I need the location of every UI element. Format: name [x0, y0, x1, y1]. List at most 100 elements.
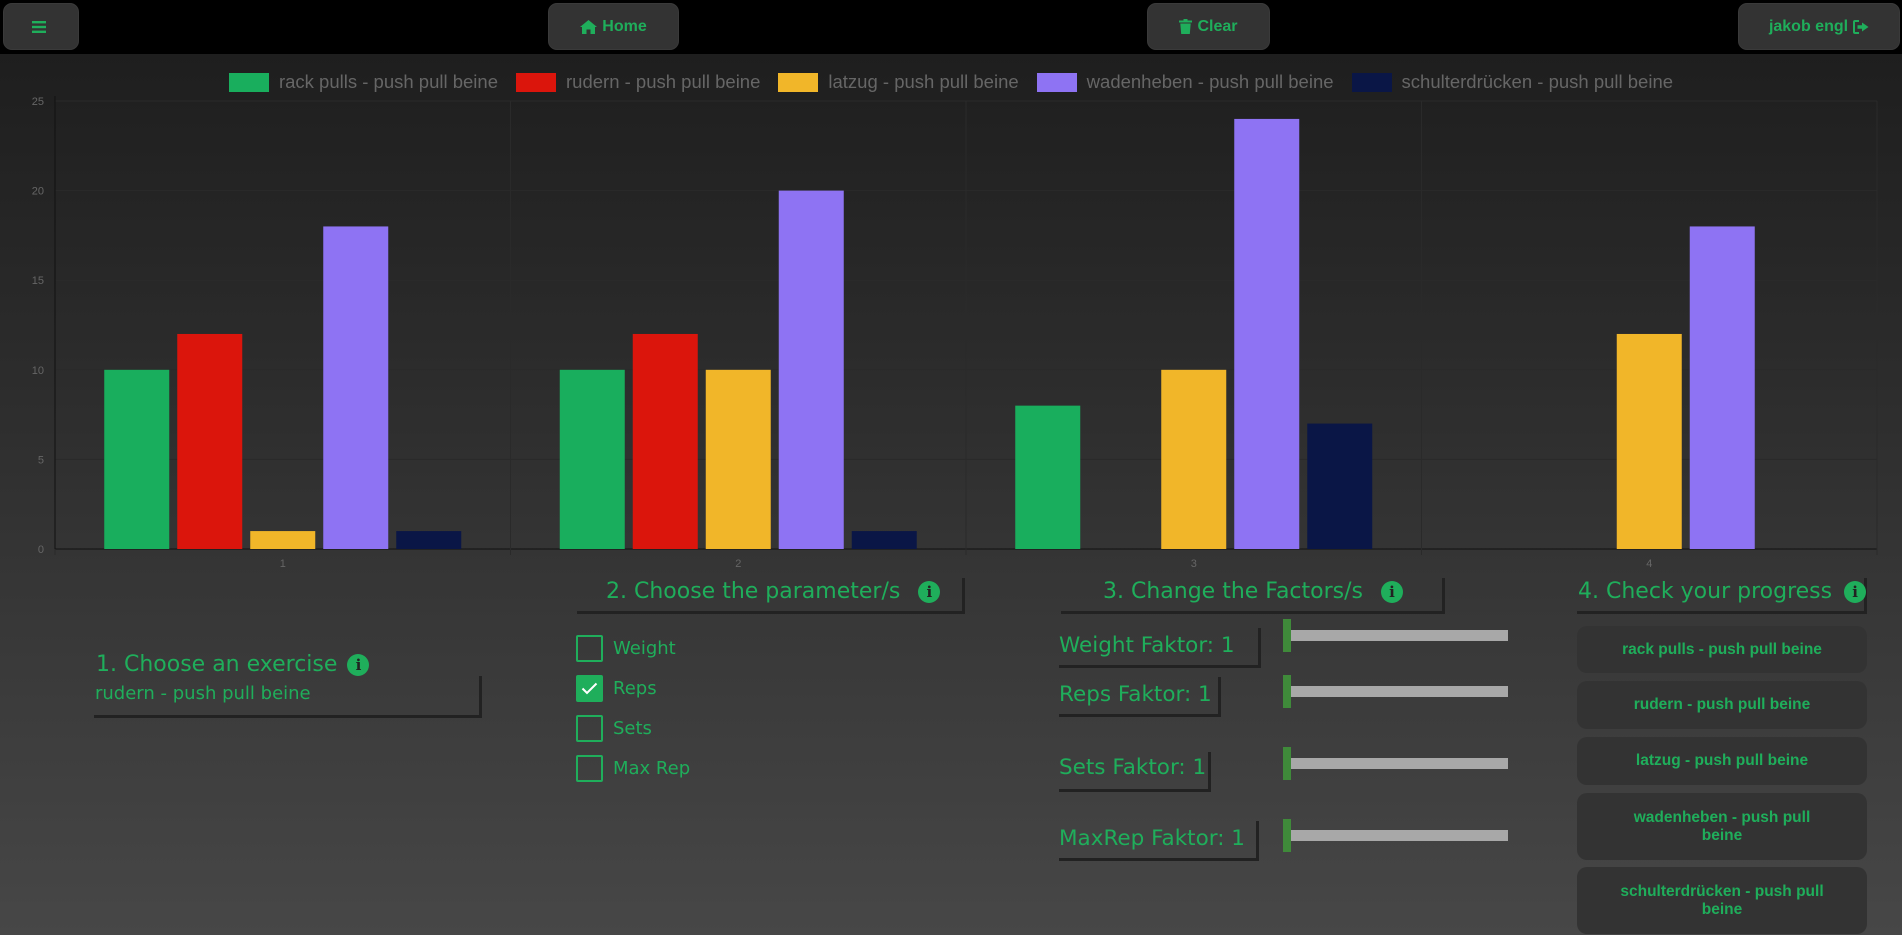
progress-exercise-button[interactable]: rack pulls - push pull beine — [1577, 626, 1867, 673]
hamburger-icon — [31, 20, 46, 33]
bar — [851, 531, 917, 549]
checkbox-label: Sets — [613, 718, 652, 739]
x-tick-label: 3 — [1191, 558, 1197, 570]
legend-item[interactable]: rack pulls - push pull beine — [228, 71, 498, 93]
home-button[interactable]: Home — [548, 3, 679, 50]
bar — [1234, 118, 1300, 550]
bar — [1307, 423, 1373, 549]
parameter-option[interactable]: Sets — [576, 715, 652, 742]
progress-exercise-button[interactable]: rudern - push pull beine — [1577, 681, 1867, 729]
checkbox[interactable] — [576, 635, 603, 662]
x-tick-label: 2 — [735, 558, 741, 570]
parameter-option[interactable]: Reps — [576, 675, 657, 702]
checkbox-label: Max Rep — [613, 758, 691, 779]
parameter-title-box — [577, 578, 965, 614]
progress-exercise-button[interactable]: latzug - push pull beine — [1577, 737, 1867, 785]
check-icon — [581, 682, 598, 695]
legend-label: schulterdrücken - push pull beine — [1401, 71, 1674, 92]
factor-slider-track[interactable] — [1286, 758, 1508, 769]
checkbox[interactable] — [576, 755, 603, 782]
checkbox[interactable] — [576, 675, 603, 702]
sign-out-icon — [1853, 19, 1869, 34]
legend-swatch — [1036, 72, 1077, 92]
y-tick-label: 25 — [32, 96, 44, 108]
y-tick-label: 20 — [32, 186, 44, 198]
info-icon[interactable]: i — [1380, 580, 1403, 603]
bar — [559, 369, 625, 549]
user-name: jakob engl — [1768, 17, 1849, 35]
factor-label: Reps Faktor: 1 — [1059, 682, 1212, 707]
progress-title-box — [1577, 578, 1867, 614]
checkbox-label: Reps — [613, 678, 657, 699]
step3-title: 3. Change the Factors/s i — [1103, 579, 1403, 604]
step4-title-text: 4. Check your progress — [1578, 579, 1833, 604]
home-icon — [580, 19, 598, 34]
exercise-select-box[interactable] — [94, 676, 482, 718]
step3-title-text: 3. Change the Factors/s — [1103, 579, 1363, 604]
clear-button[interactable]: Clear — [1147, 3, 1270, 50]
info-icon[interactable]: i — [1844, 580, 1867, 603]
step2-title-text: 2. Choose the parameter/s — [606, 579, 901, 604]
y-tick-label: 15 — [32, 275, 44, 287]
bar — [1161, 369, 1227, 549]
bar — [323, 226, 389, 549]
factor-slider-thumb[interactable] — [1283, 619, 1291, 652]
legend-item[interactable]: schulterdrücken - push pull beine — [1351, 71, 1674, 93]
bar — [104, 369, 170, 549]
parameter-option[interactable]: Max Rep — [576, 755, 690, 782]
bar — [396, 531, 462, 549]
bar — [778, 190, 844, 549]
legend-item[interactable]: wadenheben - push pull beine — [1036, 71, 1334, 93]
factor-label-box — [1059, 821, 1259, 861]
factor-slider-thumb[interactable] — [1283, 747, 1291, 780]
factor-slider-thumb[interactable] — [1283, 819, 1291, 852]
user-logout-button[interactable]: jakob engl — [1738, 3, 1900, 50]
bar-chart: 0 5 10 15 20 25 1 2 3 4 — [32, 96, 1878, 570]
info-icon[interactable]: i — [918, 580, 941, 603]
y-tick-label: 10 — [32, 365, 44, 377]
step1-title: 1. Choose an exercise i — [96, 652, 370, 677]
legend-label: rack pulls - push pull beine — [278, 71, 498, 92]
clear-label: Clear — [1197, 17, 1238, 35]
x-tick-label: 4 — [1646, 558, 1652, 570]
trash-icon — [1179, 19, 1193, 34]
checkbox-label: Weight — [613, 638, 676, 659]
info-icon[interactable]: i — [347, 653, 370, 676]
checkbox[interactable] — [576, 715, 603, 742]
top-bar: Home Clear jakob engl — [0, 0, 1902, 54]
factor-label: Weight Faktor: 1 — [1059, 633, 1235, 658]
bar — [632, 333, 698, 549]
legend-swatch — [228, 72, 269, 92]
parameter-option[interactable]: Weight — [576, 635, 676, 662]
legend-item[interactable]: latzug - push pull beine — [778, 71, 1019, 93]
progress-exercise-button[interactable]: schulterdrücken - push pull beine — [1577, 867, 1867, 934]
factor-label-box — [1059, 752, 1211, 792]
bar — [1689, 226, 1755, 549]
bar — [250, 531, 316, 549]
bar — [177, 333, 243, 549]
legend-label: latzug - push pull beine — [828, 71, 1019, 92]
factor-slider-track[interactable] — [1286, 686, 1508, 697]
x-tick-label: 1 — [280, 558, 286, 570]
selected-exercise[interactable]: rudern - push pull beine — [95, 683, 311, 704]
factor-slider-track[interactable] — [1286, 630, 1508, 641]
factor-label-box — [1059, 677, 1221, 717]
progress-exercise-button[interactable]: wadenheben - push pull beine — [1577, 793, 1867, 860]
bar — [1616, 333, 1682, 549]
home-label: Home — [602, 17, 647, 35]
factor-label: Sets Faktor: 1 — [1059, 755, 1207, 780]
step4-title: 4. Check your progress i — [1578, 579, 1867, 604]
factor-slider-track[interactable] — [1286, 830, 1508, 841]
factor-label: MaxRep Faktor: 1 — [1059, 826, 1245, 851]
legend-swatch — [778, 72, 819, 92]
legend-item[interactable]: rudern - push pull beine — [516, 71, 760, 93]
y-tick-label: 5 — [38, 454, 44, 466]
menu-button[interactable] — [3, 3, 79, 50]
step2-title: 2. Choose the parameter/s i — [606, 579, 941, 604]
legend-swatch — [516, 72, 556, 92]
factors-title-box — [1061, 578, 1445, 614]
bar — [705, 369, 771, 549]
step1-title-text: 1. Choose an exercise — [96, 652, 338, 677]
chart-legend: rack pulls - push pull beine rudern - pus… — [0, 70, 1902, 94]
factor-slider-thumb[interactable] — [1283, 675, 1291, 708]
